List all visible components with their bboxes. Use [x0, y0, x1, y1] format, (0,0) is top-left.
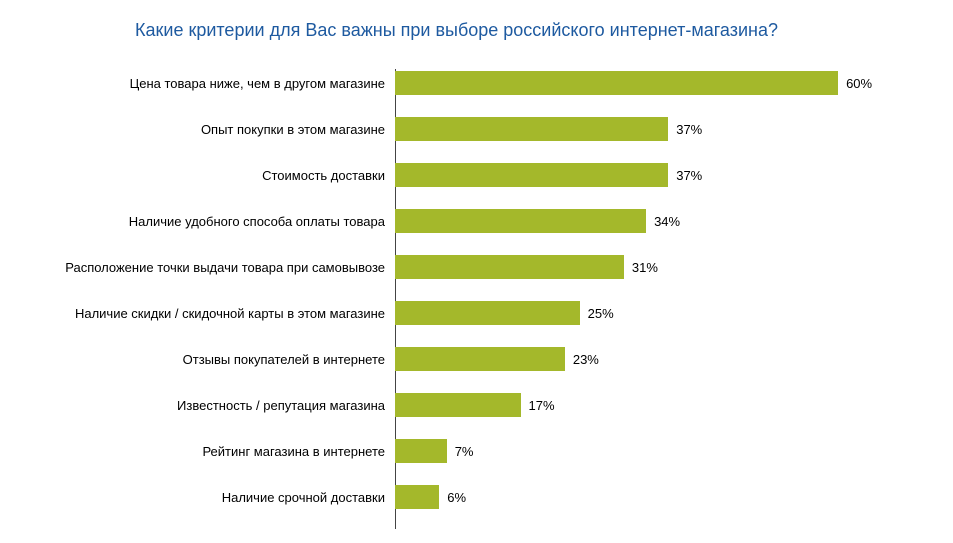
bar-label: Опыт покупки в этом магазине [201, 122, 395, 137]
bar-row: Наличие удобного способа оплаты товара34… [395, 207, 875, 235]
bar [395, 301, 580, 325]
bar-row: Стоимость доставки37% [395, 161, 875, 189]
bar-row: Опыт покупки в этом магазине37% [395, 115, 875, 143]
bar [395, 439, 447, 463]
bar-row: Наличие срочной доставки6% [395, 483, 875, 511]
bar-label: Наличие удобного способа оплаты товара [129, 214, 395, 229]
bar-value: 60% [846, 76, 872, 91]
bar-value: 17% [529, 398, 555, 413]
bar-row: Известность / репутация магазина17% [395, 391, 875, 419]
bar [395, 163, 668, 187]
bar-row: Отзывы покупателей в интернете23% [395, 345, 875, 373]
bars-area: Цена товара ниже, чем в другом магазине6… [395, 69, 875, 511]
bar-value: 37% [676, 168, 702, 183]
bar-label: Наличие скидки / скидочной карты в этом … [75, 306, 395, 321]
bar-value: 23% [573, 352, 599, 367]
bar-label: Цена товара ниже, чем в другом магазине [130, 76, 395, 91]
bar-value: 34% [654, 214, 680, 229]
bar-value: 6% [447, 490, 466, 505]
chart-title: Какие критерии для Вас важны при выборе … [20, 20, 893, 41]
bar [395, 255, 624, 279]
bar-row: Цена товара ниже, чем в другом магазине6… [395, 69, 875, 97]
bar [395, 393, 521, 417]
bar-value: 31% [632, 260, 658, 275]
bar [395, 209, 646, 233]
bar [395, 117, 668, 141]
bar-value: 7% [455, 444, 474, 459]
bar-row: Наличие скидки / скидочной карты в этом … [395, 299, 875, 327]
bar-row: Рейтинг магазина в интернете7% [395, 437, 875, 465]
bar-label: Наличие срочной доставки [222, 490, 395, 505]
chart-container: Какие критерии для Вас важны при выборе … [0, 0, 953, 543]
bar-row: Расположение точки выдачи товара при сам… [395, 253, 875, 281]
bar-label: Стоимость доставки [262, 168, 395, 183]
bar-label: Известность / репутация магазина [177, 398, 395, 413]
bar [395, 485, 439, 509]
bar-label: Расположение точки выдачи товара при сам… [65, 260, 395, 275]
bar-label: Рейтинг магазина в интернете [202, 444, 395, 459]
bar-value: 25% [588, 306, 614, 321]
bar [395, 71, 838, 95]
bar [395, 347, 565, 371]
bar-label: Отзывы покупателей в интернете [183, 352, 395, 367]
bar-value: 37% [676, 122, 702, 137]
